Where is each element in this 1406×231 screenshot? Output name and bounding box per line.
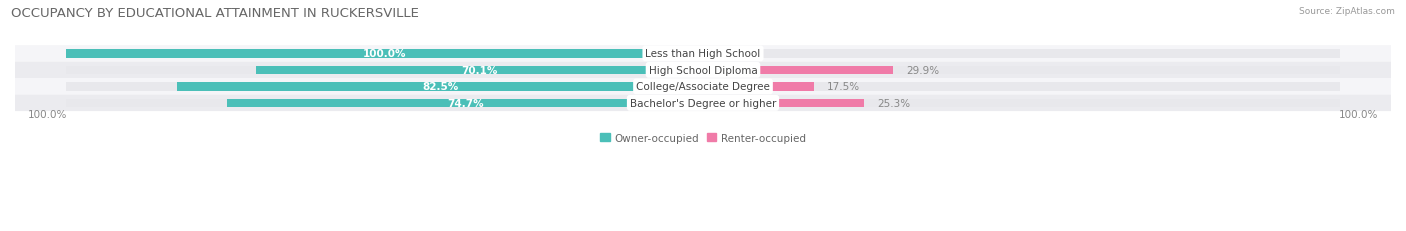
Text: 0.0%: 0.0% [716, 49, 742, 59]
Bar [66, 66, 703, 75]
Text: Less than High School: Less than High School [645, 49, 761, 59]
Text: 70.1%: 70.1% [461, 66, 498, 76]
Text: Bachelor's Degree or higher: Bachelor's Degree or higher [630, 98, 776, 108]
FancyBboxPatch shape [15, 79, 1391, 95]
Text: High School Diploma: High School Diploma [648, 66, 758, 76]
Bar [66, 50, 703, 58]
Bar [66, 50, 703, 58]
Bar [256, 66, 703, 75]
Bar [177, 83, 703, 91]
Legend: Owner-occupied, Renter-occupied: Owner-occupied, Renter-occupied [596, 129, 810, 147]
Bar [703, 99, 865, 108]
FancyBboxPatch shape [15, 62, 1391, 79]
Bar [703, 50, 1340, 58]
Text: 25.3%: 25.3% [877, 98, 910, 108]
Text: 74.7%: 74.7% [447, 98, 484, 108]
Text: 29.9%: 29.9% [907, 66, 939, 76]
Bar [66, 99, 703, 108]
Text: 100.0%: 100.0% [1339, 109, 1378, 119]
FancyBboxPatch shape [15, 95, 1391, 112]
Text: 17.5%: 17.5% [827, 82, 860, 92]
FancyBboxPatch shape [15, 46, 1391, 62]
Bar [703, 83, 814, 91]
Bar [703, 66, 893, 75]
Bar [228, 99, 703, 108]
Bar [703, 66, 1340, 75]
Text: 82.5%: 82.5% [422, 82, 458, 92]
Bar [66, 83, 703, 91]
Text: College/Associate Degree: College/Associate Degree [636, 82, 770, 92]
Text: 100.0%: 100.0% [363, 49, 406, 59]
Text: Source: ZipAtlas.com: Source: ZipAtlas.com [1299, 7, 1395, 16]
Bar [703, 83, 1340, 91]
Text: 100.0%: 100.0% [28, 109, 67, 119]
Bar [703, 99, 1340, 108]
Text: OCCUPANCY BY EDUCATIONAL ATTAINMENT IN RUCKERSVILLE: OCCUPANCY BY EDUCATIONAL ATTAINMENT IN R… [11, 7, 419, 20]
